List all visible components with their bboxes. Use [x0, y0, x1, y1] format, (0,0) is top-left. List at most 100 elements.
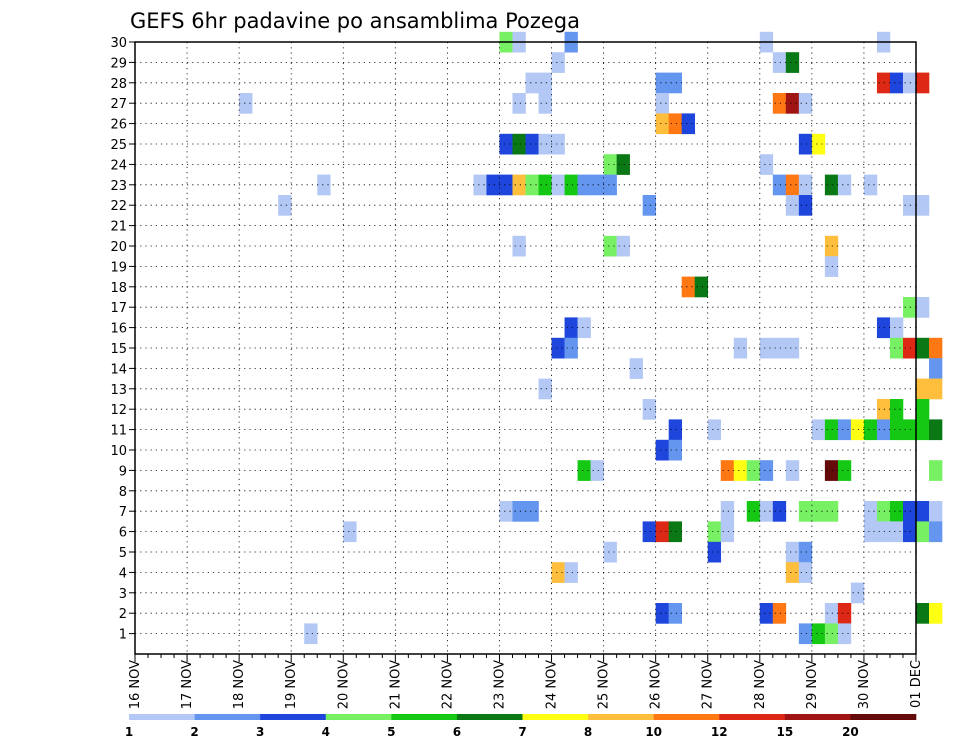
x-tick-label: 22 NOV [440, 660, 455, 709]
heatmap-cell [525, 133, 539, 155]
heatmap-cell [642, 521, 656, 543]
heatmap-cell [824, 235, 839, 257]
heatmap-cell [889, 317, 904, 339]
heatmap-cell [590, 174, 604, 196]
heatmap-cell [798, 562, 813, 583]
heatmap-cell [798, 133, 813, 155]
heatmap-cell [902, 501, 917, 522]
heatmap-cell [798, 93, 813, 114]
heatmap-cell [837, 460, 852, 481]
heatmap-cell [707, 521, 722, 543]
x-tick-label: 23 NOV [492, 660, 507, 709]
chart-title: GEFS 6hr padavine po ansamblima Pozega [130, 9, 580, 33]
heatmap-cell [317, 174, 331, 196]
heatmap-cell [499, 174, 513, 196]
x-tick-label: 01 DEC [909, 660, 924, 708]
heatmap-cell [889, 419, 904, 441]
heatmap-cell [525, 72, 539, 94]
legend-label: 1 [125, 725, 133, 739]
x-tick-label: 27 NOV [701, 660, 716, 709]
heatmap-cell [916, 399, 930, 420]
heatmap-cell [863, 174, 878, 196]
heatmap-cell [304, 623, 318, 645]
legend-swatch [522, 714, 589, 720]
legend-swatch [260, 714, 327, 720]
heatmap-cell [876, 419, 891, 441]
heatmap-cell [798, 195, 813, 216]
y-tick-label: 30 [110, 36, 127, 51]
x-tick-label: 17 NOV [180, 660, 195, 709]
heatmap-cell [707, 541, 722, 563]
y-tick-label: 18 [110, 281, 127, 296]
heatmap-cell [785, 541, 800, 563]
legend-swatch [588, 714, 654, 720]
heatmap-cell [655, 93, 669, 114]
y-tick-label: 6 [119, 526, 127, 541]
color-legend: 1 2 3 4 5 6 7 8 10 12 15 20 [125, 714, 917, 739]
heatmap-cell [655, 72, 669, 94]
heatmap-cell [668, 113, 682, 135]
heatmap-cell [577, 317, 591, 339]
heatmap-cell [889, 72, 904, 94]
heatmap-cell [655, 603, 669, 624]
heatmap-cell [655, 113, 669, 135]
heatmap-cell [824, 603, 839, 624]
heatmap-cell [863, 419, 878, 441]
heatmap-cell [772, 603, 787, 624]
heatmap-cell [863, 501, 878, 522]
heatmap-cell [785, 93, 800, 114]
legend-swatch [784, 714, 851, 720]
heatmap-cell [811, 133, 826, 155]
heatmap-cell [668, 419, 682, 441]
heatmap-cell [720, 460, 735, 481]
heatmap-cell [798, 623, 813, 645]
heatmap-cell [603, 235, 617, 257]
heatmap-cell [850, 582, 865, 604]
heatmap-cell [785, 195, 800, 216]
heatmap-cell [551, 52, 565, 73]
heatmap-cell [798, 174, 813, 196]
y-tick-label: 26 [110, 118, 127, 133]
heatmap-cell [916, 72, 930, 94]
heatmap-cell [577, 174, 591, 196]
heatmap-cell [916, 521, 930, 543]
heatmap-cell [916, 501, 930, 522]
x-tick-label: 20 NOV [336, 660, 351, 709]
legend-label: 12 [711, 725, 728, 739]
y-tick-label: 15 [110, 342, 127, 357]
heatmap-cell [343, 521, 357, 543]
heatmap-cell [850, 419, 865, 441]
heatmap-cell [824, 174, 839, 196]
heatmap-cell [655, 521, 669, 543]
heatmap-cell [759, 603, 774, 624]
y-tick-label: 9 [119, 464, 127, 479]
heatmap-cell [902, 72, 917, 94]
heatmap-cell [239, 93, 253, 114]
x-tick-label: 19 NOV [284, 660, 299, 709]
heatmap-cell [916, 419, 930, 441]
heatmap-cell [863, 521, 878, 543]
heatmap-cell [929, 460, 943, 481]
heatmap-cell [746, 501, 761, 522]
heatmap-cell [785, 174, 800, 196]
y-tick-label: 29 [110, 56, 127, 71]
heatmap-cell [681, 113, 696, 135]
heatmap-cell [512, 501, 526, 522]
heatmap-cell [720, 501, 735, 522]
legend-label: 5 [387, 725, 395, 739]
heatmap-cell [916, 337, 930, 359]
legend-swatch [194, 714, 261, 720]
y-tick-label: 17 [110, 301, 127, 316]
heatmap-cell [889, 521, 904, 543]
heatmap-cell [642, 399, 656, 420]
heatmap-cell [538, 174, 552, 196]
heatmap-cell [811, 623, 826, 645]
y-tick-label: 25 [110, 138, 127, 153]
x-tick-label: 18 NOV [232, 660, 247, 709]
legend-swatch [850, 714, 917, 720]
heatmap-cell [278, 195, 292, 216]
heatmap-cell [785, 460, 800, 481]
heatmap-cell [564, 317, 578, 339]
heatmap-cell [902, 521, 917, 543]
